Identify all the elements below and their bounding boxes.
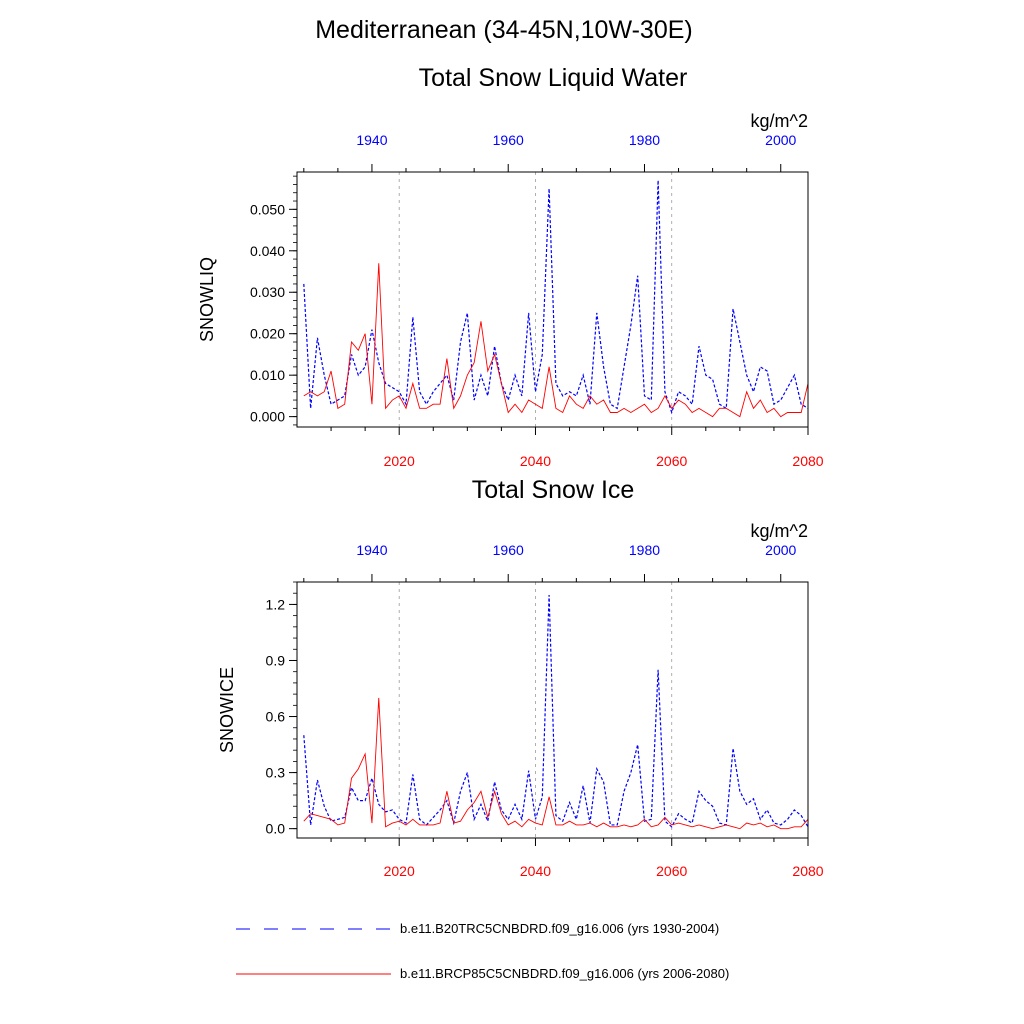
y-tick-label: 0.6 — [266, 709, 286, 725]
chart-1: Total Snow Liquid Water kg/m^2 SNOWLIQ 0.00… — [197, 64, 824, 469]
y-tick-label: 0.3 — [266, 765, 286, 781]
series-line-historical — [303, 595, 808, 828]
x-bottom-tick-label: 2020 — [384, 863, 415, 879]
y-tick-label: 1.2 — [266, 596, 286, 612]
y-tick-label: 0.010 — [250, 367, 285, 383]
x-top-tick-label: 1960 — [493, 542, 524, 558]
y-tick-label: 0.000 — [250, 409, 285, 425]
plot-frame — [296, 171, 809, 428]
x-bottom-tick-label: 2040 — [520, 453, 551, 469]
y-axis-label: SNOWICE — [217, 667, 237, 753]
x-bottom-tick-label: 2020 — [384, 453, 415, 469]
y-tick-label: 0.0 — [266, 821, 286, 837]
y-tick-label: 0.040 — [250, 243, 285, 259]
x-bottom-tick-label: 2080 — [792, 863, 823, 879]
chart-2: Total Snow Ice kg/m^2 SNOWICE 0.0 0.3 0.6 0.9 1… — [217, 476, 824, 879]
units-label: kg/m^2 — [751, 521, 808, 541]
x-bottom-tick-label: 2040 — [520, 863, 551, 879]
y-tick-label: 0.030 — [250, 284, 285, 300]
x-top-tick-label: 1940 — [356, 132, 387, 148]
chart-title: Total Snow Ice — [472, 476, 635, 504]
y-tick-label: 0.050 — [250, 201, 285, 217]
x-top-tick-label: 1980 — [629, 132, 660, 148]
y-tick-label: 0.9 — [266, 652, 286, 668]
series-line-future — [303, 263, 808, 418]
x-top-tick-label: 2000 — [765, 132, 796, 148]
x-top-tick-label: 1940 — [356, 542, 387, 558]
legend-label-historical: b.e11.B20TRC5CNBDRD.f09_g16.006 (yrs 193… — [400, 921, 720, 936]
x-top-tick-label: 1980 — [629, 542, 660, 558]
y-axis-label: SNOWLIQ — [197, 257, 217, 342]
series-line-future — [303, 697, 808, 830]
chart-title: Total Snow Liquid Water — [419, 64, 688, 92]
x-bottom-tick-label: 2080 — [792, 453, 823, 469]
plot-frame — [296, 581, 809, 839]
x-top-tick-label: 2000 — [765, 542, 796, 558]
x-bottom-tick-label: 2060 — [656, 863, 687, 879]
legend-swatch-future — [236, 973, 391, 975]
legend-label-future: b.e11.BRCP85C5CNBDRD.f09_g16.006 (yrs 20… — [400, 966, 730, 981]
units-label: kg/m^2 — [751, 111, 808, 131]
x-bottom-tick-label: 2060 — [656, 453, 687, 469]
y-tick-label: 0.020 — [250, 326, 285, 342]
legend-swatch-historical — [236, 928, 391, 930]
series-line-historical — [303, 180, 808, 415]
page-title: Mediterranean (34-45N,10W-30E) — [315, 16, 693, 44]
x-top-tick-label: 1960 — [493, 132, 524, 148]
